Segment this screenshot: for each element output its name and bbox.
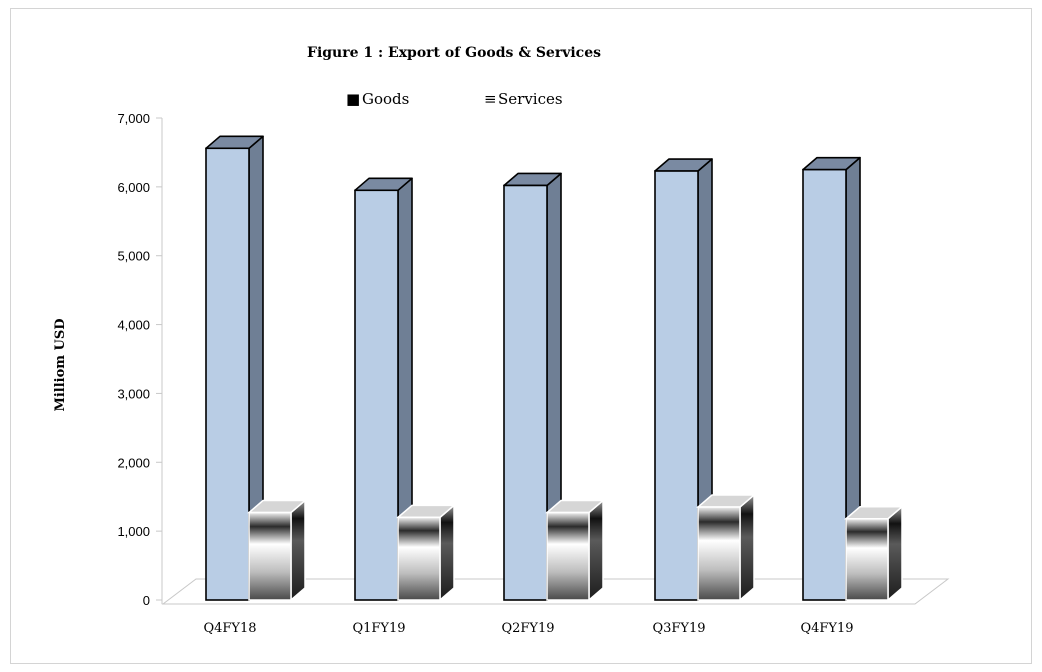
services-bar-front <box>248 511 292 601</box>
services-bar <box>695 493 757 602</box>
y-tick-label: 6,000 <box>117 180 150 195</box>
goods-bar-front <box>205 147 250 601</box>
goods-bar-front <box>802 168 847 601</box>
services-bar-front <box>845 517 889 601</box>
services-bar-side <box>588 498 604 602</box>
goods-bar <box>802 156 861 601</box>
services-bar-front <box>397 516 441 601</box>
services-bar-front <box>546 511 590 601</box>
y-tick-label: 3,000 <box>117 386 150 401</box>
y-tick-label: 0 <box>143 593 150 608</box>
goods-bar <box>654 158 713 601</box>
y-axis: 0 1,000 2,000 3,000 4,000 5,000 6,000 7,000 <box>117 111 163 608</box>
x-tick-label: Q4FY18 <box>203 621 256 636</box>
goods-bar <box>503 172 562 601</box>
services-bar-side <box>887 505 903 602</box>
x-tick-label: Q4FY19 <box>800 621 853 636</box>
legend-goods-label: Goods <box>362 90 409 108</box>
services-bar <box>843 505 905 602</box>
services-bar <box>395 503 457 602</box>
x-tick-label: Q3FY19 <box>652 621 705 636</box>
chart-title: Figure 1 : Export of Goods & Services <box>307 45 601 61</box>
y-tick-label: 4,000 <box>117 318 150 333</box>
y-tick-label: 7,000 <box>117 111 150 126</box>
y-tick-label: 2,000 <box>117 455 150 470</box>
y-tick-label: 5,000 <box>117 249 150 264</box>
legend: ■ Goods ≡ Services <box>346 90 563 108</box>
legend-goods-marker: ■ <box>346 90 360 108</box>
goods-bar <box>205 135 264 601</box>
services-bar <box>544 498 606 602</box>
x-axis-labels: Q4FY18 Q1FY19 Q2FY19 Q3FY19 Q4FY19 <box>203 621 853 636</box>
legend-services-marker: ≡ <box>484 90 497 108</box>
y-tick-label: 1,000 <box>117 524 150 539</box>
services-bar <box>246 498 308 602</box>
goods-bar-front <box>354 189 399 601</box>
bars <box>205 135 905 602</box>
legend-services-label: Services <box>498 90 563 108</box>
services-bar-side <box>439 503 455 602</box>
x-tick-label: Q1FY19 <box>352 621 405 636</box>
y-axis-label: Milliom USD <box>53 318 68 411</box>
services-bar-side <box>290 498 306 602</box>
goods-bar-front <box>654 170 699 601</box>
services-bar-front <box>697 506 741 601</box>
goods-bar-front <box>503 184 548 601</box>
x-tick-label: Q2FY19 <box>501 621 554 636</box>
services-bar-side <box>739 493 755 602</box>
